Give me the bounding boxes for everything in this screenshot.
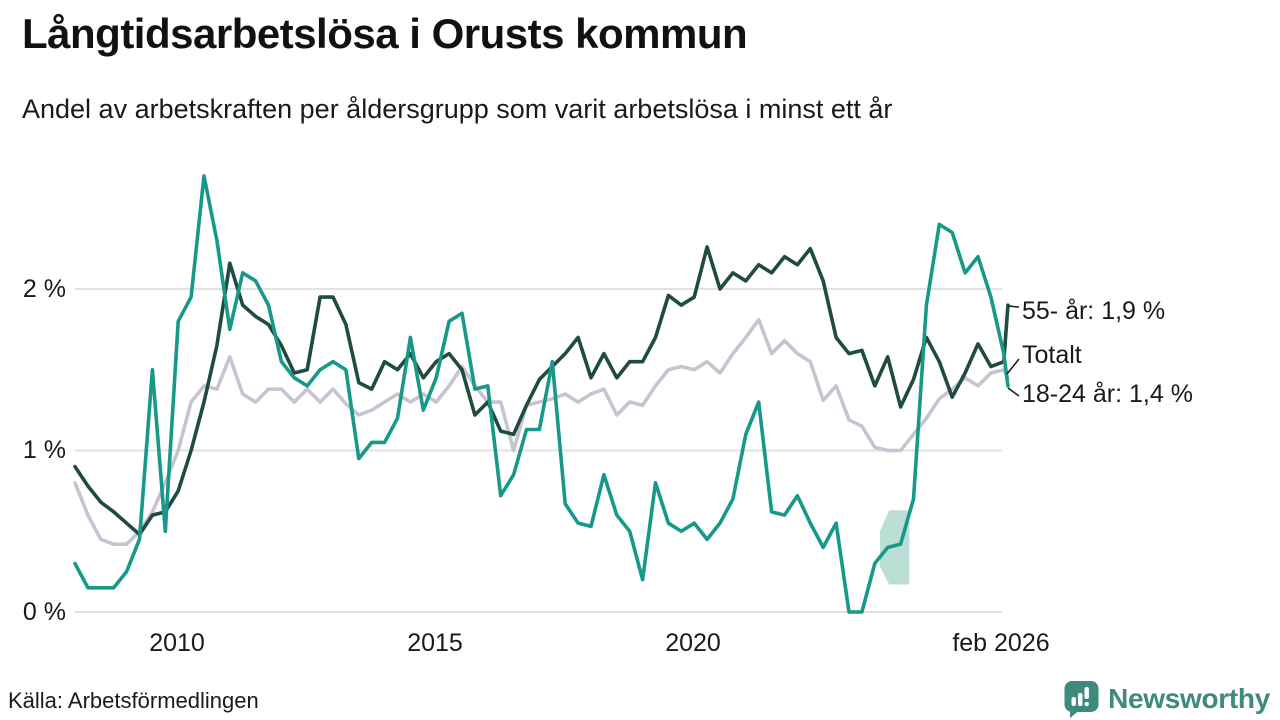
- gridlines: [75, 288, 1002, 613]
- series-lines: [73, 174, 1010, 614]
- y-axis-tick-0: 0 %: [22, 598, 66, 626]
- series-end-label-totalt: Totalt: [1022, 341, 1082, 369]
- leader-line-55: [1007, 305, 1020, 308]
- x-axis-tick-2015: 2015: [407, 629, 463, 657]
- series-line-55-r: [73, 245, 1010, 537]
- leader-line-18-24: [1007, 387, 1020, 397]
- series-end-label-18-24: 18-24 år: 1,4 %: [1022, 380, 1193, 408]
- y-axis-tick-1: 1 %: [22, 436, 66, 464]
- chart-title: Långtidsarbetslösa i Orusts kommun: [22, 10, 748, 57]
- x-axis-tick-2010: 2010: [149, 629, 205, 657]
- leader-line-totalt: [1006, 358, 1020, 375]
- y-axis-tick-2: 2 %: [22, 275, 66, 303]
- series-line-18-24-r: [73, 174, 1010, 614]
- line-chart-plot-area: 2 % 1 % 0 % 2010 2015 2020 feb 2026 55- …: [0, 150, 1280, 680]
- newsworthy-wordmark: Newsworthy: [1108, 683, 1270, 714]
- series-end-label-55: 55- år: 1,9 %: [1022, 297, 1166, 325]
- newsworthy-logo: Newsworthy: [1063, 680, 1270, 718]
- chart-canvas: [73, 174, 1020, 614]
- source-note: Källa: Arbetsförmedlingen: [8, 688, 259, 713]
- label-leader-lines: [1006, 305, 1020, 397]
- x-axis-tick-2020: 2020: [665, 629, 721, 657]
- x-axis-tick-feb-2026: feb 2026: [952, 629, 1050, 657]
- newsworthy-bubble-icon: [1064, 681, 1099, 718]
- chart-subtitle: Andel av arbetskraften per åldersgrupp s…: [22, 94, 893, 124]
